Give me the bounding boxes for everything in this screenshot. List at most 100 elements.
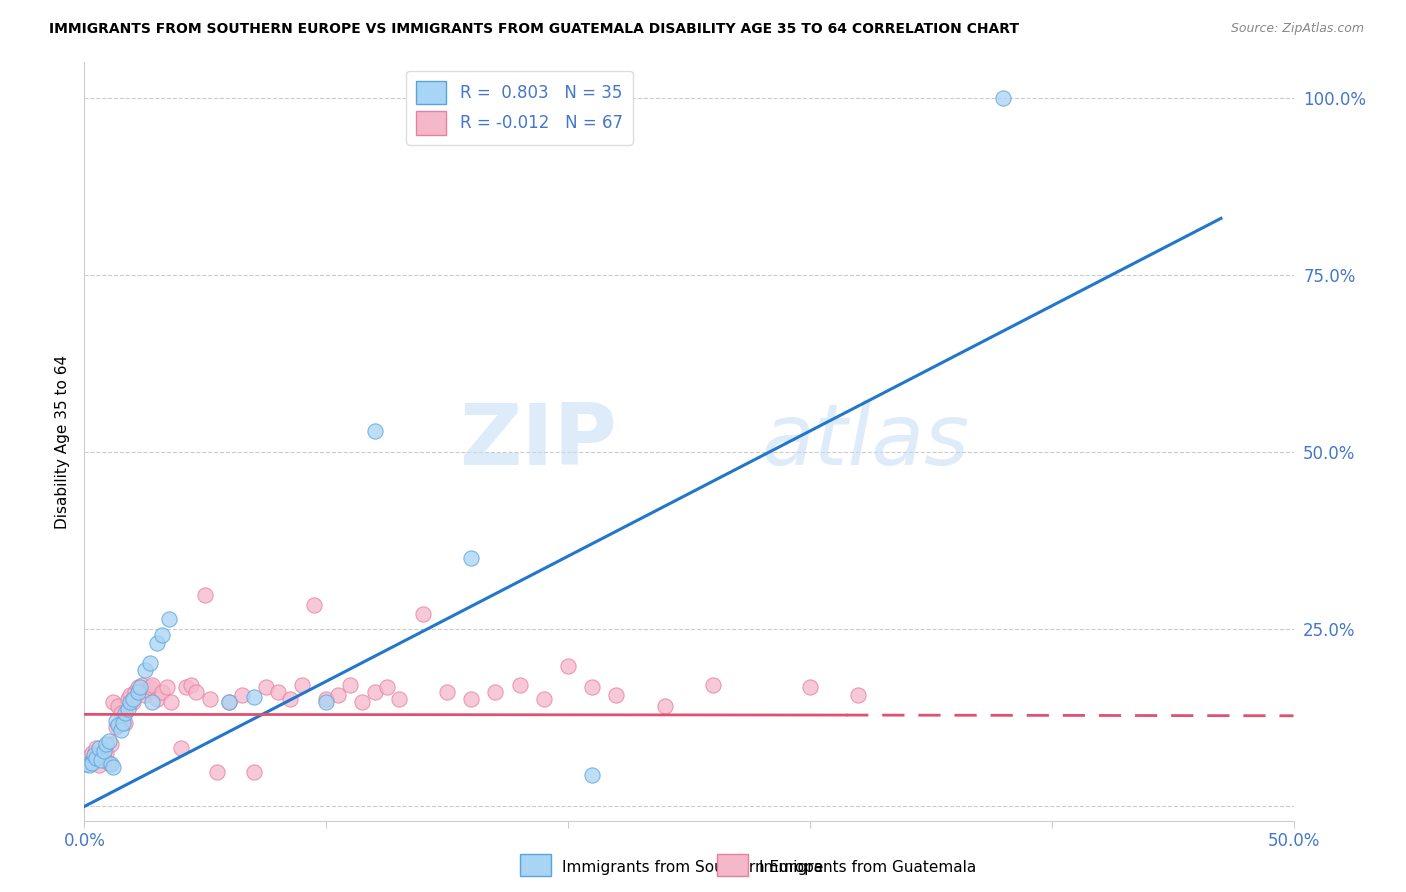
Point xyxy=(352,695,374,709)
Text: IMMIGRANTS FROM SOUTHERN EUROPE VS IMMIGRANTS FROM GUATEMALA DISABILITY AGE 35 T: IMMIGRANTS FROM SOUTHERN EUROPE VS IMMIG… xyxy=(49,22,1019,37)
Point xyxy=(231,688,253,702)
Point xyxy=(94,737,117,751)
Point xyxy=(114,715,136,730)
Point xyxy=(146,691,169,706)
Point xyxy=(194,588,217,602)
Point xyxy=(86,751,108,765)
Point xyxy=(80,756,103,770)
Point xyxy=(218,695,240,709)
Point xyxy=(76,756,98,771)
Point xyxy=(581,681,603,695)
Point xyxy=(136,682,159,697)
Point xyxy=(76,756,98,771)
Point xyxy=(150,684,173,698)
Point xyxy=(174,681,197,695)
Point xyxy=(484,684,506,698)
Point xyxy=(460,691,482,706)
Point xyxy=(160,695,183,709)
Point xyxy=(150,628,173,642)
Point xyxy=(146,636,169,650)
Point xyxy=(93,744,115,758)
Point xyxy=(155,681,177,695)
Point xyxy=(339,677,361,691)
Point xyxy=(83,753,105,767)
Point xyxy=(605,688,627,702)
Point xyxy=(117,701,139,715)
Point xyxy=(104,714,127,729)
Point xyxy=(328,688,350,702)
Point xyxy=(77,758,100,772)
Point xyxy=(127,684,149,698)
Point xyxy=(107,698,129,713)
Point xyxy=(77,750,100,764)
Point xyxy=(315,691,337,706)
Point xyxy=(110,706,132,720)
Legend: R =  0.803   N = 35, R = -0.012   N = 67: R = 0.803 N = 35, R = -0.012 N = 67 xyxy=(406,70,633,145)
Point xyxy=(110,723,132,737)
Point xyxy=(83,748,105,763)
Point xyxy=(302,598,325,612)
Point xyxy=(654,698,676,713)
Point xyxy=(581,767,603,781)
Point xyxy=(363,424,385,438)
Point xyxy=(436,684,458,698)
Text: Source: ZipAtlas.com: Source: ZipAtlas.com xyxy=(1230,22,1364,36)
Point xyxy=(509,677,531,691)
Point xyxy=(80,747,103,761)
Point xyxy=(799,681,821,695)
Point xyxy=(107,718,129,732)
Point xyxy=(291,677,314,691)
Point xyxy=(460,551,482,566)
Point xyxy=(157,612,180,626)
Point xyxy=(90,748,112,763)
Point xyxy=(134,664,156,678)
Text: Immigrants from Guatemala: Immigrants from Guatemala xyxy=(759,860,977,874)
Point xyxy=(363,684,385,698)
Point xyxy=(138,657,160,671)
Point xyxy=(993,91,1015,105)
Point xyxy=(104,720,127,734)
Point xyxy=(198,691,221,706)
Point xyxy=(184,684,207,698)
Point xyxy=(90,753,112,767)
Point xyxy=(557,659,579,673)
Point xyxy=(170,741,193,756)
Y-axis label: Disability Age 35 to 64: Disability Age 35 to 64 xyxy=(55,354,70,529)
Point xyxy=(121,695,143,709)
Point xyxy=(141,695,163,709)
Point xyxy=(533,691,555,706)
Point xyxy=(207,765,229,780)
Point xyxy=(141,677,163,691)
Point xyxy=(100,756,122,771)
Point xyxy=(97,734,120,748)
Point xyxy=(103,760,125,774)
Point xyxy=(375,681,398,695)
Point xyxy=(87,758,110,772)
Point xyxy=(278,691,301,706)
Point xyxy=(242,690,264,704)
Point xyxy=(112,713,135,727)
Point xyxy=(120,688,142,702)
Point xyxy=(93,751,115,765)
Point xyxy=(129,684,152,698)
Point xyxy=(218,695,240,709)
Text: Immigrants from Southern Europe: Immigrants from Southern Europe xyxy=(562,860,824,874)
Point xyxy=(267,684,290,698)
Point xyxy=(242,765,264,780)
Point xyxy=(97,756,120,770)
Point xyxy=(134,688,156,702)
Point xyxy=(180,677,202,691)
Point xyxy=(702,677,724,691)
Point xyxy=(315,695,337,709)
Point xyxy=(412,607,434,621)
Point xyxy=(112,715,135,730)
Point xyxy=(388,691,411,706)
Text: atlas: atlas xyxy=(762,400,970,483)
Point xyxy=(124,684,146,698)
Point xyxy=(100,737,122,751)
Point xyxy=(87,741,110,756)
Point xyxy=(120,695,142,709)
Text: ZIP: ZIP xyxy=(458,400,616,483)
Point xyxy=(254,681,277,695)
Point xyxy=(129,681,152,695)
